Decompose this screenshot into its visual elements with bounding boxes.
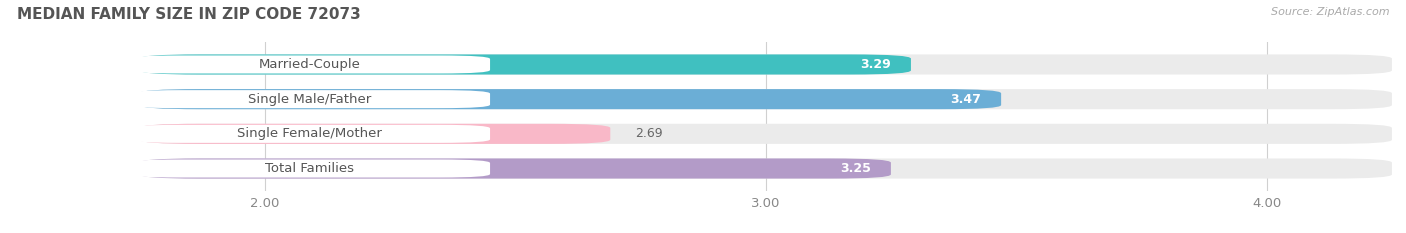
Text: 3.25: 3.25 [839,162,870,175]
FancyBboxPatch shape [139,89,1392,109]
Text: Single Female/Mother: Single Female/Mother [238,127,382,140]
FancyBboxPatch shape [139,124,610,144]
FancyBboxPatch shape [139,124,1392,144]
FancyBboxPatch shape [129,160,491,178]
Text: MEDIAN FAMILY SIZE IN ZIP CODE 72073: MEDIAN FAMILY SIZE IN ZIP CODE 72073 [17,7,360,22]
FancyBboxPatch shape [129,55,491,73]
Text: Single Male/Father: Single Male/Father [247,93,371,106]
Text: 3.47: 3.47 [950,93,981,106]
FancyBboxPatch shape [139,158,1392,178]
FancyBboxPatch shape [139,55,911,75]
FancyBboxPatch shape [139,158,891,178]
Text: Married-Couple: Married-Couple [259,58,360,71]
Text: 2.69: 2.69 [636,127,664,140]
Text: 3.29: 3.29 [860,58,891,71]
FancyBboxPatch shape [129,125,491,143]
FancyBboxPatch shape [139,55,1392,75]
Text: Total Families: Total Families [266,162,354,175]
Text: Source: ZipAtlas.com: Source: ZipAtlas.com [1271,7,1389,17]
FancyBboxPatch shape [139,89,1001,109]
FancyBboxPatch shape [129,90,491,108]
